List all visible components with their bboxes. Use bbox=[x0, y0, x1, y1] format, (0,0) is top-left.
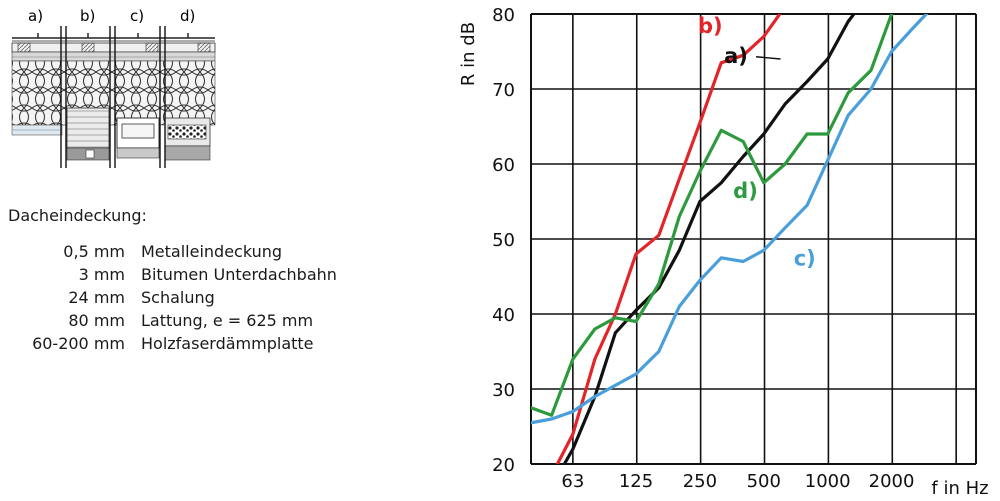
spec-row: 24 mm Schalung bbox=[8, 286, 428, 309]
x-tick-label: 2000 bbox=[869, 471, 915, 492]
spec-material: Holzfaserdämmplatte bbox=[141, 334, 314, 353]
spec-thickness: 60-200 mm bbox=[32, 334, 125, 353]
specification-block: Dacheindeckung: 0,5 mm Metalleindeckung … bbox=[8, 206, 428, 355]
series-label: b) bbox=[698, 14, 723, 38]
batten-layer bbox=[11, 42, 216, 53]
spec-thickness: 0,5 mm bbox=[63, 242, 125, 261]
chart-ticks: 20 30 40 50 60 70 80 63 125 250 500 1000 2000 bbox=[492, 5, 914, 492]
chart-grid bbox=[530, 13, 977, 465]
spec-material: Lattung, e = 625 mm bbox=[141, 311, 314, 330]
variant-b-lining bbox=[66, 107, 110, 161]
variant-label-d: d) bbox=[180, 7, 195, 25]
insulation-layer bbox=[11, 60, 216, 126]
series-labels: a)b) c) d) bbox=[698, 14, 816, 271]
x-tick-label: 63 bbox=[561, 471, 584, 492]
sound-insulation-chart: 20 30 40 50 60 70 80 63 125 250 500 1000 2000 R in d… bbox=[458, 5, 989, 499]
spec-thickness: 24 mm bbox=[68, 288, 125, 307]
series-label: c) bbox=[794, 246, 816, 270]
rafter-dividers bbox=[60, 26, 166, 168]
y-axis-label: R in dB bbox=[458, 22, 479, 86]
series-label: d) bbox=[733, 179, 758, 203]
chart-series bbox=[531, 14, 929, 464]
spec-row: 0,5 mm Metalleindeckung bbox=[8, 240, 428, 263]
y-tick-label: 30 bbox=[492, 380, 515, 401]
variant-label-b: b) bbox=[80, 7, 95, 25]
series-line bbox=[531, 14, 929, 425]
roof-construction-illustration: a) b) c) d) bbox=[11, 7, 216, 168]
variant-a-lining bbox=[11, 124, 63, 136]
series-label-leader bbox=[755, 56, 781, 60]
variant-c-lining bbox=[116, 117, 160, 159]
x-tick-label: 250 bbox=[683, 471, 717, 492]
y-tick-label: 80 bbox=[492, 5, 515, 26]
spec-row: 60-200 mm Holzfaserdämmplatte bbox=[8, 332, 428, 355]
variant-label-a: a) bbox=[28, 7, 43, 25]
spec-row: 80 mm Lattung, e = 625 mm bbox=[8, 309, 428, 332]
series-label: a) bbox=[724, 44, 748, 68]
spec-material: Metalleindeckung bbox=[141, 242, 283, 261]
y-tick-label: 50 bbox=[492, 230, 515, 251]
wood-fibre-board bbox=[11, 51, 216, 62]
y-tick-label: 70 bbox=[492, 80, 515, 101]
metal-roofing bbox=[12, 33, 215, 42]
x-axis-label: f in Hz bbox=[931, 478, 988, 499]
spec-thickness: 3 mm bbox=[78, 265, 125, 284]
series-line bbox=[562, 14, 856, 464]
y-tick-label: 20 bbox=[492, 455, 515, 476]
x-tick-label: 1000 bbox=[805, 471, 851, 492]
spec-material: Schalung bbox=[141, 288, 215, 307]
x-tick-label: 125 bbox=[619, 471, 653, 492]
series-line bbox=[555, 14, 782, 464]
spec-thickness: 80 mm bbox=[68, 311, 125, 330]
y-tick-label: 60 bbox=[492, 155, 515, 176]
spec-material: Bitumen Unterdachbahn bbox=[141, 265, 337, 284]
variant-d-lining bbox=[164, 117, 211, 161]
series-line bbox=[531, 14, 894, 417]
spec-heading: Dacheindeckung: bbox=[8, 206, 147, 225]
variant-label-c: c) bbox=[130, 7, 144, 25]
y-tick-label: 40 bbox=[492, 305, 515, 326]
x-tick-label: 500 bbox=[747, 471, 781, 492]
spec-row: 3 mm Bitumen Unterdachbahn bbox=[8, 263, 428, 286]
